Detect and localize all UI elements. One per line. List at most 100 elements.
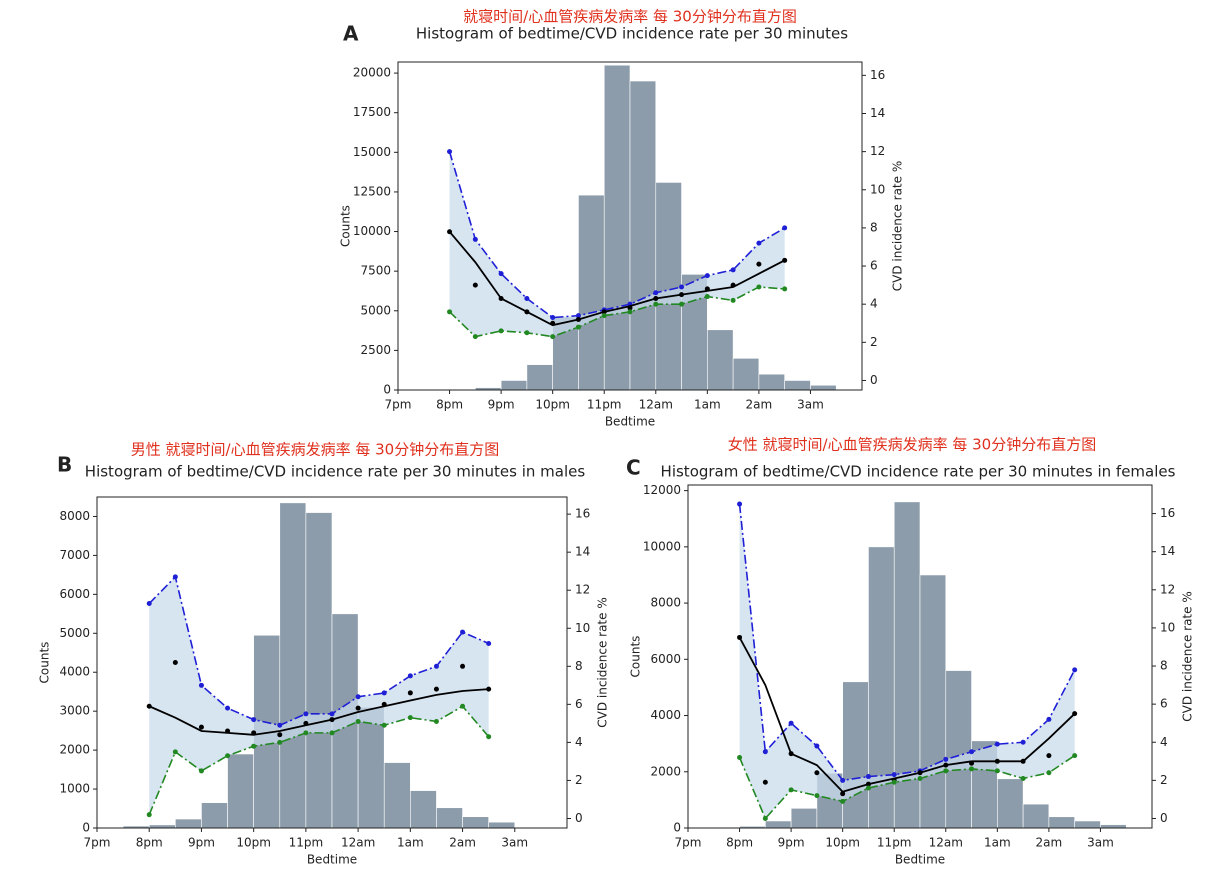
y2-tick-label: 10 bbox=[575, 621, 590, 635]
point bbox=[524, 330, 530, 336]
y2-tick-label: 0 bbox=[1160, 811, 1168, 825]
x-tick-label: 9pm bbox=[488, 398, 515, 412]
x-tick-label: 3am bbox=[1087, 836, 1114, 850]
point bbox=[329, 730, 335, 736]
point bbox=[653, 295, 659, 301]
bar bbox=[175, 818, 202, 829]
y2-tick-label: 8 bbox=[1160, 659, 1168, 673]
line bbox=[449, 286, 785, 338]
point bbox=[498, 295, 504, 301]
y-tick-label: 12000 bbox=[643, 483, 681, 497]
point bbox=[943, 768, 949, 774]
point bbox=[1046, 753, 1052, 759]
y-tick-label: 15000 bbox=[353, 145, 391, 159]
x-tick-label: 1am bbox=[984, 836, 1011, 850]
point bbox=[146, 812, 152, 818]
point bbox=[865, 785, 871, 791]
y-tick-label: 4000 bbox=[650, 708, 681, 722]
bar bbox=[732, 358, 760, 391]
point bbox=[1072, 667, 1078, 673]
point bbox=[788, 787, 794, 793]
y2-tick-label: 12 bbox=[575, 583, 590, 597]
point bbox=[1046, 770, 1052, 776]
y2-tick-label: 6 bbox=[870, 259, 878, 273]
y2-tick-label: 0 bbox=[575, 811, 583, 825]
y-tick-label: 20000 bbox=[353, 66, 391, 80]
y-tick-label: 0 bbox=[82, 821, 90, 835]
bar bbox=[997, 778, 1024, 829]
plot-frame bbox=[687, 484, 1153, 829]
bar bbox=[1022, 803, 1050, 829]
bar bbox=[765, 820, 792, 829]
y2-tick-label: 4 bbox=[870, 297, 878, 311]
point bbox=[969, 760, 975, 766]
point bbox=[575, 313, 581, 319]
point bbox=[198, 724, 204, 730]
y-tick-label: 10000 bbox=[643, 539, 681, 553]
x-tick-label: 7pm bbox=[385, 398, 412, 412]
y-tick-label: 0 bbox=[383, 383, 391, 397]
point bbox=[575, 324, 581, 330]
ci-band bbox=[739, 504, 1075, 819]
point bbox=[756, 240, 762, 246]
point bbox=[472, 236, 478, 242]
y-tick-label: 12500 bbox=[353, 184, 391, 198]
x-tick-label: 10pm bbox=[236, 836, 271, 850]
y-tick-label: 5000 bbox=[360, 303, 391, 317]
point bbox=[433, 686, 439, 692]
point bbox=[172, 574, 178, 580]
point bbox=[865, 774, 871, 780]
point bbox=[303, 730, 309, 736]
caption: 女性 就寝时间/心血管疾病发病率 每 30分钟分布直方图 bbox=[728, 436, 1096, 454]
x-tick-label: 8pm bbox=[436, 398, 463, 412]
point bbox=[550, 334, 556, 340]
x-tick-label: 7pm bbox=[84, 836, 111, 850]
point bbox=[460, 663, 466, 669]
x-tick-label: 9pm bbox=[188, 836, 215, 850]
point bbox=[355, 694, 361, 700]
point bbox=[355, 705, 361, 711]
point bbox=[653, 290, 659, 296]
y-tick-label: 6000 bbox=[59, 587, 90, 601]
point bbox=[225, 705, 231, 711]
y2-tick-label: 14 bbox=[1160, 544, 1175, 558]
point bbox=[730, 267, 736, 273]
y-tick-label: 8000 bbox=[59, 509, 90, 523]
point bbox=[550, 315, 556, 321]
point bbox=[381, 722, 387, 728]
y2-tick-label: 10 bbox=[1160, 620, 1175, 634]
point bbox=[943, 762, 949, 768]
point bbox=[994, 758, 1000, 764]
y2-tick-label: 0 bbox=[870, 373, 878, 387]
point bbox=[865, 781, 871, 787]
point bbox=[198, 682, 204, 688]
y-axis-label: Counts bbox=[339, 205, 353, 247]
y2-tick-label: 14 bbox=[575, 545, 590, 559]
y2-tick-label: 16 bbox=[870, 68, 885, 82]
point bbox=[433, 718, 439, 724]
bar bbox=[357, 706, 385, 829]
point bbox=[486, 734, 492, 740]
y2-axis-label: CVD incidence rate % bbox=[1181, 591, 1195, 722]
y2-tick-label: 6 bbox=[575, 697, 583, 711]
y-tick-label: 2000 bbox=[650, 764, 681, 778]
point bbox=[550, 320, 556, 326]
x-tick-label: 11pm bbox=[587, 398, 622, 412]
point bbox=[486, 686, 492, 692]
y2-axis-label: CVD incidence rate % bbox=[891, 161, 905, 292]
point bbox=[172, 749, 178, 755]
y-tick-label: 7500 bbox=[360, 264, 391, 278]
y-tick-label: 17500 bbox=[353, 105, 391, 119]
plot-frame bbox=[96, 496, 568, 829]
chart-title: Histogram of bedtime/CVD incidence rate … bbox=[416, 25, 848, 43]
bar bbox=[784, 380, 811, 391]
line bbox=[148, 705, 490, 815]
point bbox=[969, 766, 975, 772]
bar bbox=[279, 502, 307, 829]
y2-tick-label: 12 bbox=[870, 144, 885, 158]
point bbox=[737, 634, 743, 640]
point bbox=[782, 225, 788, 231]
point bbox=[814, 770, 820, 776]
point bbox=[486, 640, 492, 646]
